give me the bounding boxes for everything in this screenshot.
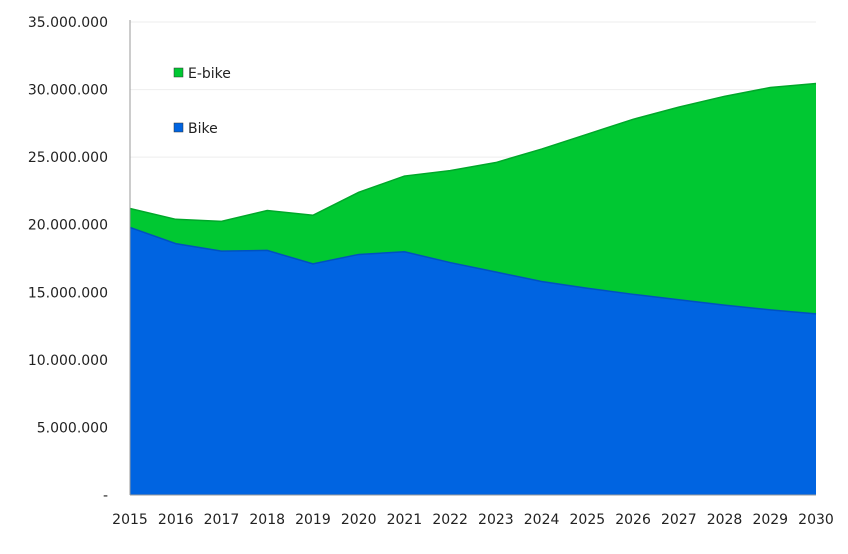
y-tick-label: -: [103, 488, 108, 504]
legend-label-e-bike: E-bike: [188, 66, 231, 82]
y-tick-label: 25.000.000: [28, 150, 108, 166]
x-tick-label: 2016: [158, 512, 194, 528]
area-bike: [130, 227, 816, 495]
y-axis-tick-labels: - 5.000.000 10.000.000 15.000.000 20.000.000…: [28, 15, 108, 504]
x-tick-label: 2026: [615, 512, 651, 528]
y-tick-label: 10.000.000: [28, 353, 108, 369]
x-tick-label: 2030: [798, 512, 834, 528]
x-tick-label: 2020: [341, 512, 377, 528]
x-tick-label: 2024: [524, 512, 560, 528]
axes: [129, 20, 816, 496]
x-tick-label: 2022: [432, 512, 468, 528]
y-tick-label: 15.000.000: [28, 285, 108, 301]
area-e-bike: [130, 83, 816, 314]
legend-label-bike: Bike: [188, 121, 218, 137]
legend-swatch-bike: [173, 122, 184, 133]
x-tick-label: 2025: [570, 512, 606, 528]
x-tick-label: 2015: [112, 512, 148, 528]
series-line-bike: [129, 226, 817, 315]
x-tick-label: 2028: [707, 512, 743, 528]
legend: E-bike Bike: [173, 66, 231, 137]
x-axis-tick-labels: 2015 2016 2017 2018 2019 2020 2021 2022 2023 2024…: [112, 512, 834, 528]
x-tick-label: 2019: [295, 512, 331, 528]
x-tick-label: 2027: [661, 512, 697, 528]
y-tick-label: 35.000.000: [28, 15, 108, 31]
y-tick-label: 30.000.000: [28, 83, 108, 99]
y-tick-label: 20.000.000: [28, 218, 108, 234]
y-tick-label: 5.000.000: [37, 420, 108, 436]
x-tick-label: 2021: [387, 512, 423, 528]
x-tick-label: 2029: [752, 512, 788, 528]
legend-swatch-e-bike: [173, 67, 184, 78]
series-line-e-bike: [129, 82, 817, 223]
x-tick-label: 2023: [478, 512, 514, 528]
x-tick-label: 2017: [204, 512, 240, 528]
x-tick-label: 2018: [249, 512, 285, 528]
area-series: [129, 82, 817, 495]
